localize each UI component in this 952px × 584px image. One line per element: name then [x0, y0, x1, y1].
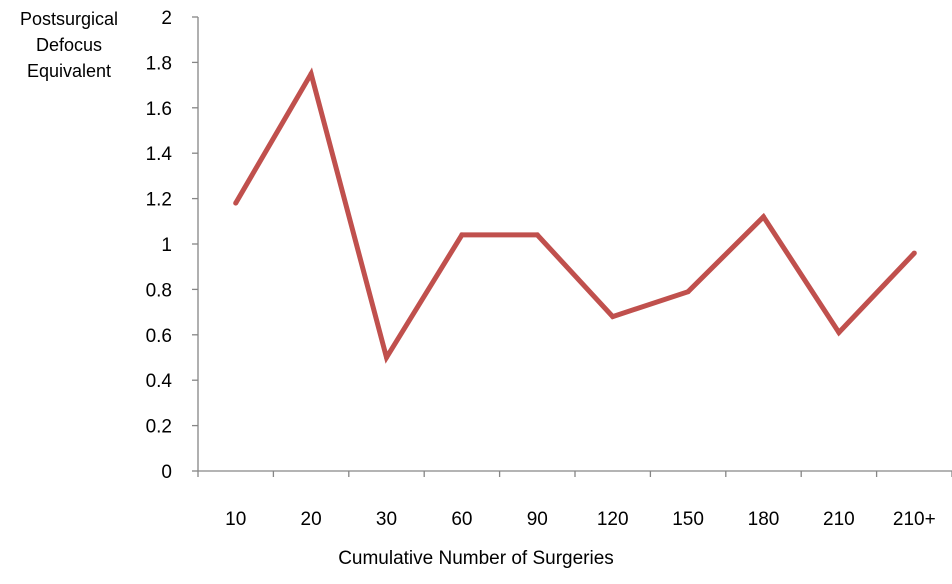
x-axis-title: Cumulative Number of Surgeries: [338, 548, 614, 569]
x-tick-label: 20: [301, 509, 322, 530]
y-tick-label: 1: [161, 235, 172, 256]
y-tick-label: 0: [161, 462, 172, 483]
y-axis-title: Postsurgical Defocus Equivalent: [4, 6, 134, 84]
data-point: [534, 232, 540, 238]
y-axis-title-line-3: Equivalent: [26, 61, 112, 81]
y-tick-label: 1.4: [146, 144, 173, 165]
x-axis-ticks: 10 20 30 60 90 120 150 180 210 210+: [197, 471, 952, 530]
y-axis-title-line-1: Postsurgical: [19, 9, 119, 29]
data-point: [911, 250, 917, 256]
x-tick-label: 180: [748, 509, 780, 530]
data-point: [308, 71, 314, 77]
y-tick-label: 0.8: [146, 280, 172, 301]
data-point: [610, 314, 616, 320]
y-tick-label: 1.2: [146, 190, 172, 211]
x-tick-label: 120: [597, 509, 629, 530]
data-point: [459, 232, 465, 238]
y-tick-label: 0.2: [146, 417, 172, 438]
y-axis-ticks: 0 0.2 0.4 0.6 0.8 1 1.2 1.4 1.6 1.8 2: [146, 8, 198, 483]
y-tick-label: 1.6: [146, 99, 172, 120]
y-axis-title-line-2: Defocus: [35, 35, 103, 55]
y-tick-label: 1.8: [146, 53, 172, 74]
data-point: [836, 330, 842, 336]
x-tick-label: 150: [672, 509, 704, 530]
x-tick-label: 60: [451, 509, 472, 530]
data-point: [761, 214, 766, 220]
x-tick-label: 30: [376, 509, 397, 530]
data-point: [233, 200, 239, 206]
data-point: [384, 355, 389, 360]
x-tick-label: 90: [527, 509, 548, 530]
y-tick-label: 0.6: [146, 326, 172, 347]
x-tick-label: 210: [823, 509, 855, 530]
x-tick-label: 210+: [893, 509, 936, 530]
y-tick-label: 0.4: [146, 371, 173, 392]
x-tick-label: 10: [225, 509, 246, 530]
data-point: [685, 289, 691, 295]
series-line: [233, 67, 917, 364]
y-tick-label: 2: [161, 8, 172, 29]
